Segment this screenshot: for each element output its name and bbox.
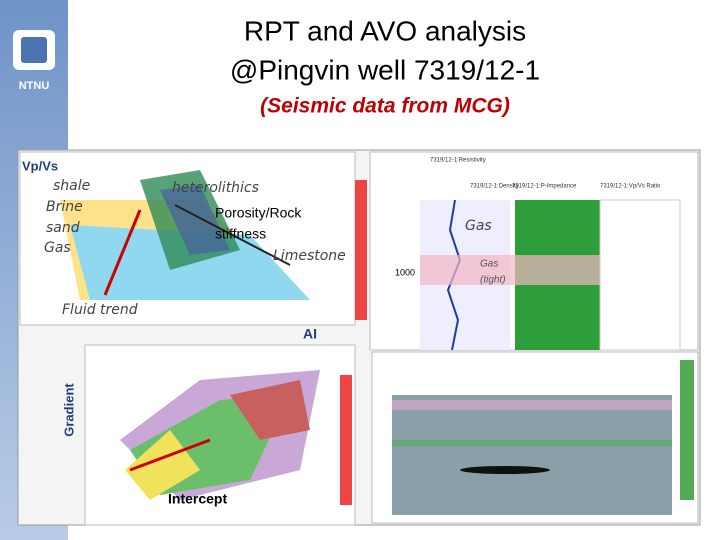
label: Gas <box>480 259 498 270</box>
fluid-arrow <box>103 209 142 296</box>
seismic-image <box>392 395 672 515</box>
track-header: 7319/12-1:Density <box>470 184 519 190</box>
label: heterolithics <box>172 180 259 196</box>
colorbar <box>355 180 367 320</box>
label: (tight) <box>480 275 506 286</box>
label: Litho/Fluid classification <box>428 379 596 395</box>
axis-label: Intercept <box>168 491 227 507</box>
subtitle: (Seismic data from MCG) <box>260 95 510 118</box>
cluster <box>230 380 310 440</box>
label: Limestone <box>273 248 346 264</box>
label: Gas <box>465 218 492 234</box>
label: AI <box>303 326 317 342</box>
track <box>599 199 681 351</box>
gas-anomaly <box>460 466 550 474</box>
cluster <box>125 430 200 500</box>
label: Gas <box>44 240 71 256</box>
logo-text: NTNU <box>19 80 50 92</box>
horizon <box>392 440 672 446</box>
title: @Pingvin well 7319/12-1 <box>230 54 540 85</box>
depth: 1000 <box>395 267 415 277</box>
label: shale <box>53 178 90 194</box>
porosity-arrow <box>174 204 291 266</box>
label: Brine <box>46 199 83 215</box>
axis-label: Gradient <box>61 383 76 437</box>
label: sand <box>46 220 80 236</box>
arrow <box>129 438 211 472</box>
label: Fluid trend <box>62 302 138 318</box>
horizon <box>392 400 672 410</box>
colorbar <box>340 375 352 505</box>
logo-inner <box>21 37 47 63</box>
label: Porosity/Rock <box>215 205 302 221</box>
track-header: 7319/12-1:P-Impedance <box>512 184 577 190</box>
axis-label: Vp/Vs <box>22 158 58 173</box>
gas-zone <box>420 255 600 285</box>
legend-bar <box>680 360 694 500</box>
track-header: 7319/12-1:Resistivity <box>430 158 486 164</box>
limestone-zone <box>160 185 230 255</box>
label: stiffness <box>215 226 266 242</box>
title: RPT and AVO analysis <box>244 15 526 46</box>
track-header: 7319/12-1:Vp/Vs Ratio <box>600 184 661 190</box>
